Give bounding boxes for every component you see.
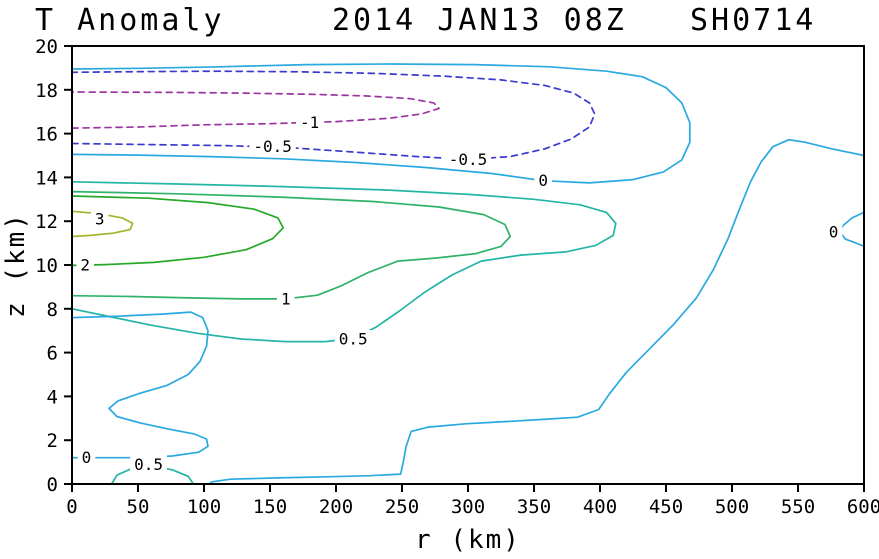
contour-label-mask bbox=[334, 330, 372, 348]
x-tick-label: 550 bbox=[781, 496, 815, 518]
contour-line-level-1 bbox=[71, 190, 512, 300]
contour-label: -0.5 bbox=[449, 150, 488, 169]
plot-title-storm-id: SH0714 bbox=[690, 3, 816, 38]
contour-line-level-0 bbox=[71, 311, 209, 459]
y-tick-label: 20 bbox=[35, 36, 58, 58]
x-axis-label: r (km) bbox=[415, 525, 521, 555]
contour-label-mask bbox=[76, 256, 94, 274]
y-tick-label: 12 bbox=[35, 211, 58, 233]
contour-label-mask bbox=[534, 171, 552, 190]
contour-label-mask bbox=[90, 210, 109, 228]
contour-label: 3 bbox=[95, 210, 105, 229]
plot-border bbox=[71, 45, 865, 485]
contour-label-mask bbox=[77, 448, 96, 467]
contour-label: 0 bbox=[829, 223, 839, 242]
x-tick-label: 0 bbox=[66, 496, 77, 518]
contour-label-mask bbox=[824, 223, 843, 242]
plot-title-datetime: 2014 JAN13 08Z bbox=[332, 3, 627, 38]
contour-label: 0.5 bbox=[339, 330, 368, 349]
y-tick-label: 18 bbox=[35, 80, 58, 102]
plot-frame: 0 50 100 150 200 250 300 350 400 450 500 550 6000246… bbox=[35, 36, 879, 518]
contour-label-mask bbox=[130, 455, 167, 474]
contour-line-level-0 bbox=[839, 211, 865, 248]
y-tick-label: 16 bbox=[35, 124, 58, 146]
y-tick-label: 8 bbox=[47, 299, 58, 321]
x-tick-label: 250 bbox=[385, 496, 419, 518]
x-tick-label: 450 bbox=[649, 496, 683, 518]
x-tick-label: 400 bbox=[583, 496, 617, 518]
y-tick-label: 2 bbox=[47, 430, 58, 452]
x-tick-label: 300 bbox=[451, 496, 485, 518]
x-tick-label: 600 bbox=[847, 496, 879, 518]
x-tick-label: 150 bbox=[253, 496, 287, 518]
contour-label: -0.5 bbox=[253, 137, 292, 156]
contour-label-mask bbox=[249, 137, 296, 156]
contour-label: 2 bbox=[80, 256, 90, 275]
contour-label-mask bbox=[296, 113, 324, 132]
x-tick-label: 500 bbox=[715, 496, 749, 518]
contour-label: 1 bbox=[281, 289, 291, 308]
contour-line-level-0 bbox=[71, 63, 691, 184]
contour-label: 0 bbox=[82, 448, 92, 467]
contour-line-level-0 bbox=[208, 138, 865, 485]
x-tick-label: 100 bbox=[187, 496, 221, 518]
y-tick-label: 4 bbox=[47, 386, 58, 408]
x-tick-label: 200 bbox=[319, 496, 353, 518]
contour-line-level--0.5 bbox=[71, 70, 596, 161]
contour-lines-group: -1 -0.5 -0.5 0 0.5 1 2 3 0 0 0.5 bbox=[71, 63, 865, 485]
contour-line-level-2 bbox=[71, 195, 285, 267]
contour-line-level--1 bbox=[71, 91, 440, 129]
contour-label-mask bbox=[444, 150, 492, 169]
y-tick-label: 14 bbox=[35, 167, 58, 189]
y-axis-label: z (km) bbox=[1, 212, 31, 318]
x-tick-label: 50 bbox=[127, 496, 150, 518]
y-tick-label: 6 bbox=[47, 343, 58, 365]
contour-label: 0.5 bbox=[134, 455, 163, 474]
contour-label: -1 bbox=[300, 113, 319, 132]
contour-label-mask bbox=[277, 289, 295, 308]
contour-label: 0 bbox=[538, 171, 548, 190]
y-tick-label: 0 bbox=[47, 474, 58, 496]
plot-title-variable: T Anomaly bbox=[35, 3, 225, 38]
contour-line-level-0.5 bbox=[71, 180, 617, 343]
y-tick-label: 10 bbox=[35, 255, 58, 277]
x-tick-label: 350 bbox=[517, 496, 551, 518]
